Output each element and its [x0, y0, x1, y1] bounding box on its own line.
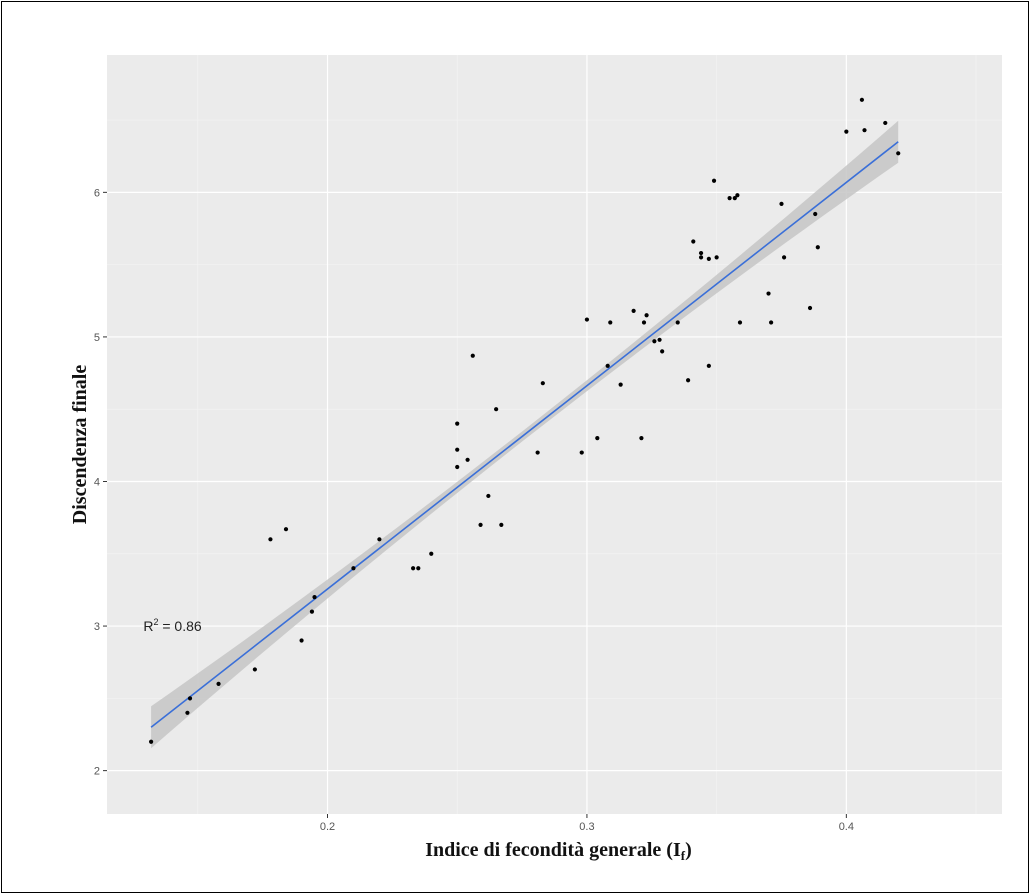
data-point: [862, 128, 867, 133]
data-point: [429, 551, 434, 556]
data-point: [732, 196, 737, 201]
data-point: [187, 696, 193, 701]
data-point: [252, 667, 257, 672]
data-point: [859, 97, 865, 102]
x-axis-title-close: ): [685, 839, 692, 861]
data-point: [815, 245, 820, 250]
data-point: [411, 566, 416, 571]
data-point: [299, 638, 304, 643]
data-point: [698, 255, 704, 260]
data-point: [595, 436, 600, 441]
data-point: [675, 320, 680, 325]
data-point: [416, 566, 421, 571]
r-squared-value: = 0.86: [158, 618, 201, 634]
data-point: [711, 178, 717, 183]
data-point: [769, 320, 774, 325]
y-tick-label: 5: [94, 332, 100, 344]
y-tick-label: 4: [94, 476, 100, 488]
regression-line: [150, 141, 899, 728]
x-axis-title-sub: f: [681, 848, 686, 863]
data-point: [470, 353, 475, 358]
x-axis-ticks: 0.2 0.3 0.4: [320, 814, 854, 833]
data-point: [309, 609, 315, 614]
data-point: [618, 382, 623, 387]
data-point: [813, 211, 818, 217]
data-points: [149, 97, 901, 744]
data-point: [465, 457, 470, 462]
data-point: [608, 320, 613, 325]
data-point: [706, 363, 711, 368]
data-point: [639, 436, 644, 441]
data-point: [535, 450, 540, 455]
data-point: [727, 196, 732, 201]
data-point: [540, 381, 545, 386]
data-point: [377, 537, 382, 542]
data-point: [499, 522, 504, 527]
data-point: [807, 305, 813, 311]
data-point: [283, 527, 289, 532]
data-point: [478, 522, 483, 527]
data-point: [714, 255, 719, 260]
data-point: [584, 317, 590, 322]
data-point: [605, 363, 610, 368]
data-point: [737, 320, 743, 325]
data-point: [644, 313, 649, 318]
data-point: [631, 308, 636, 313]
data-point: [579, 450, 584, 455]
data-point: [781, 255, 787, 260]
r-squared-sup: 2: [153, 617, 158, 627]
data-point: [185, 710, 190, 715]
data-point: [312, 595, 317, 600]
x-tick-label: 0.4: [839, 821, 854, 833]
data-point: [455, 447, 460, 452]
data-point: [883, 120, 888, 126]
data-point: [652, 339, 657, 344]
data-point: [494, 407, 499, 412]
data-point: [691, 239, 696, 244]
data-point: [660, 349, 665, 354]
data-point: [657, 337, 662, 342]
data-point: [455, 464, 460, 470]
data-point: [698, 250, 704, 256]
r-squared-prefix: R: [143, 618, 153, 634]
data-point: [844, 129, 849, 134]
data-point: [149, 739, 154, 744]
data-point: [641, 320, 647, 325]
data-point: [686, 378, 691, 383]
data-point: [486, 493, 491, 499]
y-tick-label: 2: [94, 766, 100, 778]
y-axis-title: Discendenza finale: [69, 365, 91, 525]
data-point: [779, 201, 784, 207]
x-tick-label: 0.3: [579, 821, 594, 833]
fit-line: [150, 141, 899, 728]
data-point: [351, 566, 356, 571]
data-point: [216, 681, 221, 686]
data-point: [896, 151, 901, 156]
x-tick-label: 0.2: [320, 821, 335, 833]
y-axis-ticks: 2 3 4 5 6: [94, 187, 107, 778]
y-tick-label: 6: [94, 187, 100, 199]
data-point: [735, 193, 740, 198]
data-point: [268, 537, 273, 542]
x-axis-title-main: Indice di fecondità generale (I: [425, 839, 681, 861]
x-axis-title: Indice di fecondità generale (If): [425, 839, 692, 863]
r-squared-annotation: R2 = 0.86: [143, 617, 202, 634]
data-point: [706, 256, 711, 261]
y-tick-label: 3: [94, 621, 100, 633]
data-point: [766, 291, 771, 296]
data-point: [455, 421, 460, 426]
